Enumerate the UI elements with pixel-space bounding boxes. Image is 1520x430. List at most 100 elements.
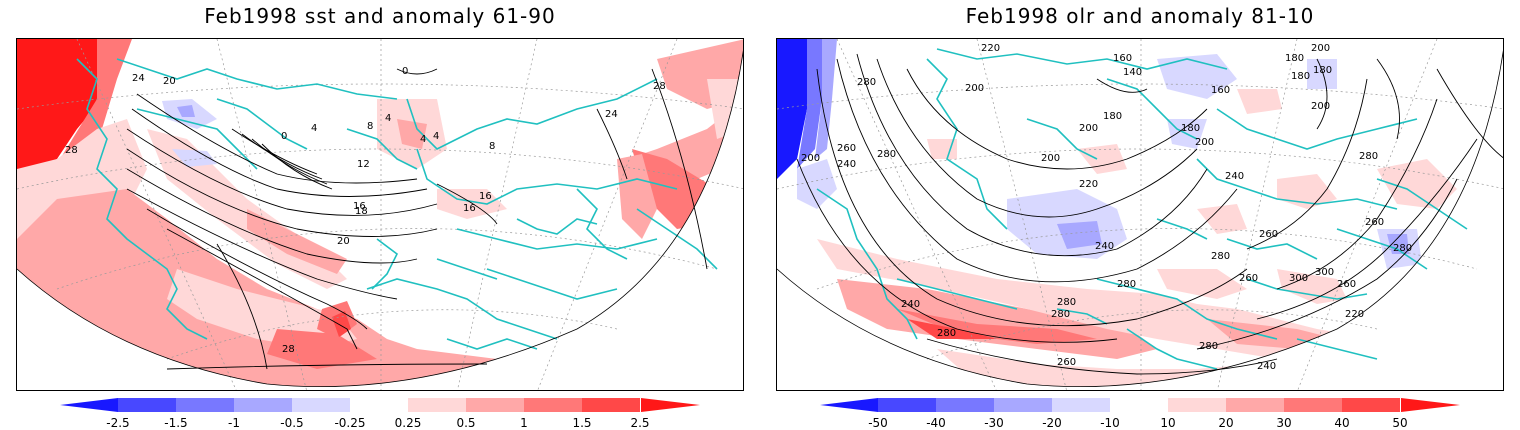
contour-label: 4 xyxy=(311,123,317,134)
contour-label: 280 xyxy=(937,328,956,339)
contour-label: 280 xyxy=(877,149,896,160)
contour-label: 4 xyxy=(385,113,391,124)
colorbar-swatch xyxy=(350,398,408,412)
olr-hemisphere-edge xyxy=(777,49,1503,388)
colorbar-tick-label: 30 xyxy=(1276,416,1291,430)
colorbar-swatch xyxy=(1226,398,1284,412)
contour-label: 260 xyxy=(1365,217,1384,228)
contour-label: 280 xyxy=(1211,251,1230,262)
colorbar-tick-label: 0.5 xyxy=(456,416,475,430)
colorbar-tick-label: -1 xyxy=(228,416,240,430)
contour-label: 200 xyxy=(965,83,984,94)
olr-coastlines xyxy=(816,48,1468,370)
contour-label: 200 xyxy=(1311,43,1330,54)
contour-label: 260 xyxy=(1057,357,1076,368)
colorbar-tick-label: 2.5 xyxy=(630,416,649,430)
sst-map-canvas: 24 20 28 0 4 8 12 16 18 20 28 0 4 4 4 8 … xyxy=(17,39,743,390)
colorbar-tick-label: 1 xyxy=(520,416,528,430)
sst-contour-labels: 24 20 28 0 4 8 12 16 18 20 28 0 4 4 4 8 … xyxy=(65,66,666,355)
contour-label: 28 xyxy=(282,344,295,355)
olr-colorbar: -50 -40 -30 -20 -10 10 20 30 40 50 xyxy=(760,398,1520,430)
contour-label: 18 xyxy=(355,206,368,217)
colorbar-tick-label: -0.5 xyxy=(280,416,303,430)
contour-label: 160 xyxy=(1211,85,1230,96)
colorbar-tick-label: -2.5 xyxy=(106,416,129,430)
contour-label: 280 xyxy=(1199,341,1218,352)
colorbar-tick-label: -0.25 xyxy=(334,416,365,430)
colorbar-swatch xyxy=(994,398,1052,412)
contour-label: 16 xyxy=(353,201,366,212)
contour-label: 160 xyxy=(1113,53,1132,64)
contour-label: 4 xyxy=(420,134,426,145)
contour-label: 280 xyxy=(1057,297,1076,308)
contour-label: 280 xyxy=(1359,151,1378,162)
colorbar-swatches xyxy=(118,398,640,412)
colorbar-swatch xyxy=(466,398,524,412)
contour-label: 200 xyxy=(1311,101,1330,112)
olr-map: 220 160 140 200 200 180 160 180 280 200 … xyxy=(776,38,1504,391)
contour-label: 280 xyxy=(857,77,876,88)
contour-label: 240 xyxy=(1095,241,1114,252)
contour-label: 28 xyxy=(653,81,666,92)
olr-map-canvas: 220 160 140 200 200 180 160 180 280 200 … xyxy=(777,39,1503,390)
contour-label: 200 xyxy=(1041,153,1060,164)
colorbar-arrow-low xyxy=(60,398,118,412)
contour-label: 240 xyxy=(1257,361,1276,372)
colorbar-swatch xyxy=(176,398,234,412)
colorbar-tick-label: -30 xyxy=(984,416,1004,430)
contour-label: 4 xyxy=(433,131,439,142)
contour-label: 200 xyxy=(1195,137,1214,148)
colorbar-tick-labels: -50 -40 -30 -20 -10 10 20 30 40 50 xyxy=(868,416,1407,430)
sst-coastlines xyxy=(76,58,718,350)
contour-label: 200 xyxy=(801,153,820,164)
colorbar-tick-label: 20 xyxy=(1218,416,1233,430)
colorbar-tick-label: 10 xyxy=(1160,416,1175,430)
contour-label: 260 xyxy=(1239,273,1258,284)
colorbar-tick-label: -50 xyxy=(868,416,888,430)
colorbar-swatch xyxy=(1284,398,1342,412)
contour-label: 20 xyxy=(337,236,350,247)
contour-label: 300 xyxy=(1315,267,1334,278)
colorbar-swatch xyxy=(1342,398,1400,412)
olr-colorbar-canvas: -50 -40 -30 -20 -10 10 20 30 40 50 xyxy=(820,398,1460,430)
colorbar-swatch xyxy=(878,398,936,412)
contour-label: 24 xyxy=(132,73,145,84)
contour-label: 260 xyxy=(1337,279,1356,290)
contour-label: 180 xyxy=(1313,65,1332,76)
contour-label: 240 xyxy=(1225,171,1244,182)
contour-label: 20 xyxy=(163,76,176,87)
contour-label: 16 xyxy=(479,191,492,202)
olr-contour-labels: 220 160 140 200 200 180 160 180 280 200 … xyxy=(801,43,1412,372)
colorbar-swatch xyxy=(1168,398,1226,412)
colorbar-tick-labels: -2.5 -1.5 -1 -0.5 -0.25 0.25 0.5 1 1.5 2… xyxy=(106,416,649,430)
contour-label: 260 xyxy=(1259,229,1278,240)
contour-label: 220 xyxy=(1079,179,1098,190)
sst-colorbar-canvas: -2.5 -1.5 -1 -0.5 -0.25 0.25 0.5 1 1.5 2… xyxy=(60,398,700,430)
contour-label: 180 xyxy=(1285,53,1304,64)
colorbar-swatch xyxy=(118,398,176,412)
contour-label: 180 xyxy=(1181,123,1200,134)
colorbar-arrow-high xyxy=(1401,398,1460,412)
contour-label: 280 xyxy=(1051,309,1070,320)
contour-label: 300 xyxy=(1289,273,1308,284)
colorbar-swatch xyxy=(936,398,994,412)
colorbar-swatch xyxy=(1110,398,1168,412)
colorbar-arrow-high xyxy=(641,398,700,412)
sst-colorbar: -2.5 -1.5 -1 -0.5 -0.25 0.25 0.5 1 1.5 2… xyxy=(0,398,760,430)
contour-label: 8 xyxy=(489,141,495,152)
contour-label: 8 xyxy=(367,121,373,132)
colorbar-swatch xyxy=(408,398,466,412)
sst-panel-title: Feb1998 sst and anomaly 61-90 xyxy=(204,4,556,28)
contour-label: 180 xyxy=(1103,111,1122,122)
contour-label: 16 xyxy=(463,203,476,214)
olr-graticule xyxy=(777,39,1503,390)
contour-label: 220 xyxy=(981,43,1000,54)
sst-anomaly-fills xyxy=(17,39,743,387)
contour-label: 260 xyxy=(837,143,856,154)
contour-label: 0 xyxy=(281,131,287,142)
contour-label: 0 xyxy=(402,66,408,77)
colorbar-swatch xyxy=(1052,398,1110,412)
sst-contours xyxy=(126,68,708,370)
colorbar-tick-label: 40 xyxy=(1334,416,1349,430)
colorbar-swatch xyxy=(524,398,582,412)
